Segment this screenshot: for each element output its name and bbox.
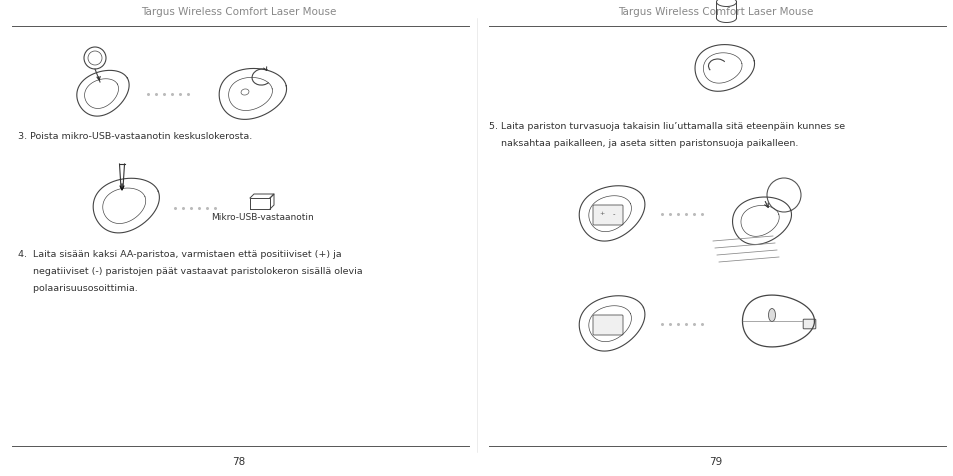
- FancyBboxPatch shape: [593, 315, 622, 335]
- Ellipse shape: [768, 309, 775, 322]
- Text: naksahtaa paikalleen, ja aseta sitten paristonsuoja paikalleen.: naksahtaa paikalleen, ja aseta sitten pa…: [489, 139, 798, 148]
- Text: 78: 78: [232, 456, 245, 466]
- Text: 5. Laita pariston turvasuoja takaisin liu’uttamalla sitä eteenpäin kunnes se: 5. Laita pariston turvasuoja takaisin li…: [489, 122, 844, 131]
- Text: Targus Wireless Comfort Laser Mouse: Targus Wireless Comfort Laser Mouse: [141, 7, 335, 17]
- Text: 4.  Laita sisään kaksi AA-paristoa, varmistaen että positiiviset (+) ja: 4. Laita sisään kaksi AA-paristoa, varmi…: [18, 250, 341, 259]
- FancyBboxPatch shape: [593, 206, 622, 226]
- Text: Mikro-USB-vastaanotin: Mikro-USB-vastaanotin: [211, 213, 313, 222]
- Text: -: -: [612, 210, 615, 217]
- Text: Targus Wireless Comfort Laser Mouse: Targus Wireless Comfort Laser Mouse: [618, 7, 812, 17]
- Text: 3. Poista mikro-USB-vastaanotin keskuslokerosta.: 3. Poista mikro-USB-vastaanotin keskuslo…: [18, 132, 252, 141]
- Text: negatiiviset (-) paristojen päät vastaavat paristolokeron sisällä olevia: negatiiviset (-) paristojen päät vastaav…: [18, 267, 362, 276]
- Text: +: +: [598, 211, 604, 216]
- Text: 79: 79: [708, 456, 721, 466]
- Text: polaarisuusosoittimia.: polaarisuusosoittimia.: [18, 284, 137, 293]
- FancyBboxPatch shape: [802, 319, 815, 329]
